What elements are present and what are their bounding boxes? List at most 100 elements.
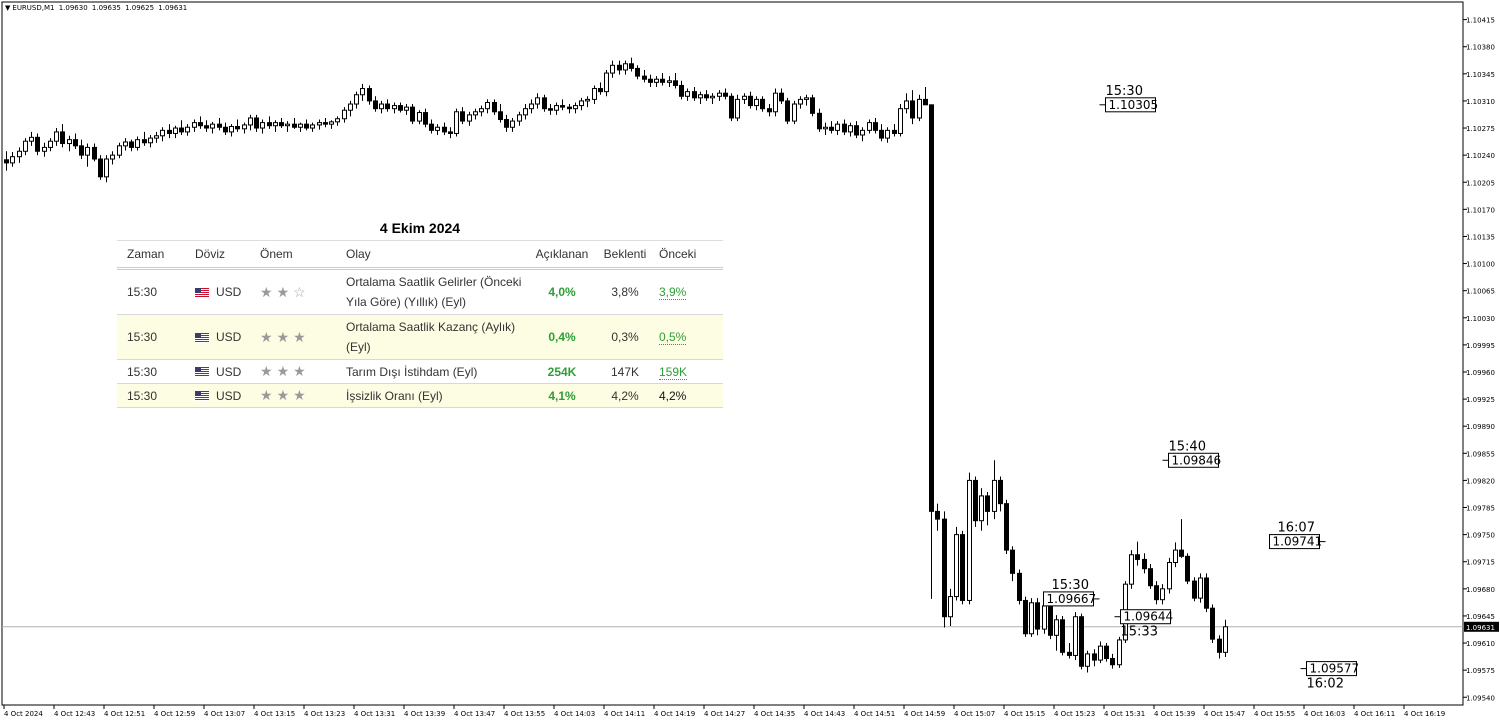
us-flag-icon bbox=[195, 287, 209, 298]
candle bbox=[423, 108, 428, 128]
candle bbox=[310, 122, 315, 132]
event-name[interactable]: Tarım Dışı İstihdam (Eyl) bbox=[346, 364, 478, 379]
candle bbox=[960, 530, 965, 605]
candle bbox=[1129, 550, 1134, 589]
cell-previous: 4,2% bbox=[654, 383, 723, 408]
time-tick-label: 4 Oct 15:55 bbox=[1254, 710, 1295, 718]
calendar-row[interactable]: 15:30 USD ★ ★ ★ Ortalama Saatlik Kazanç (Aylı… bbox=[117, 314, 723, 360]
candle bbox=[198, 116, 203, 129]
event-name[interactable]: İşsizlik Oranı (Eyl) bbox=[346, 388, 443, 403]
calendar-header-row: Zaman Döviz Önem Olay Açıklanan Beklenti… bbox=[117, 240, 723, 270]
candle bbox=[792, 100, 797, 125]
cell-time: 15:30 bbox=[117, 314, 195, 360]
candle bbox=[129, 139, 134, 152]
cell-actual: 4,1% bbox=[528, 383, 596, 408]
time-axis[interactable]: 4 Oct 2024 4 Oct 12:43 4 Oct 12:51 4 Oct 12… bbox=[3, 705, 1445, 718]
candle bbox=[42, 142, 47, 157]
candle bbox=[79, 139, 84, 160]
time-tick-label: 4 Oct 15:15 bbox=[1004, 710, 1045, 718]
star-filled-icon: ★ bbox=[293, 363, 306, 379]
calendar-row[interactable]: 15:30 USD ★ ★ ☆ Ortalama Saatlik Gelirler (Ön… bbox=[117, 268, 723, 315]
candle bbox=[242, 122, 247, 134]
candle bbox=[1135, 541, 1140, 566]
candle bbox=[354, 91, 359, 109]
candle bbox=[460, 107, 465, 125]
candle bbox=[667, 76, 672, 87]
candle bbox=[379, 100, 384, 114]
annotation-price-label: 1.09846 bbox=[1172, 453, 1222, 467]
price-tick-label: 1.10135 bbox=[1466, 233, 1495, 241]
annotation-price-box bbox=[1105, 97, 1156, 113]
candle bbox=[148, 135, 153, 148]
time-tick-label: 4 Oct 14:27 bbox=[704, 710, 745, 718]
candle bbox=[573, 102, 578, 114]
col-importance-header: Önem bbox=[260, 240, 346, 270]
price-axis[interactable]: 1.10415 1.10380 1.10345 1.10310 1.10275 1.102… bbox=[1463, 17, 1499, 703]
candle bbox=[985, 492, 990, 526]
time-tick-label: 4 Oct 14:35 bbox=[754, 710, 795, 718]
event-name[interactable]: Ortalama Saatlik Kazanç (Aylık) (Eyl) bbox=[346, 320, 516, 354]
candle bbox=[973, 476, 978, 527]
time-tick-label: 4 Oct 15:07 bbox=[954, 710, 995, 718]
candle bbox=[435, 124, 440, 136]
col-actual-header: Açıklanan bbox=[528, 240, 596, 270]
time-tick-label: 4 Oct 13:23 bbox=[304, 710, 345, 718]
annotation-time-label: 16:07 bbox=[1278, 521, 1315, 536]
candle bbox=[1060, 615, 1065, 656]
candle bbox=[510, 117, 515, 132]
annotation-time-label: 15:30 bbox=[1106, 84, 1143, 99]
price-tick-label: 1.10415 bbox=[1466, 17, 1495, 25]
calendar-row[interactable]: 15:30 USD ★ ★ ★ İşsizlik Oranı (Eyl) 4,1% 4,2% 4… bbox=[117, 383, 723, 408]
time-tick-label: 4 Oct 14:43 bbox=[804, 710, 845, 718]
time-value: 15:30 bbox=[127, 388, 158, 403]
col-currency-header: Döviz bbox=[195, 240, 260, 270]
candle bbox=[798, 96, 803, 109]
event-name[interactable]: Ortalama Saatlik Gelirler (Önceki Yıla G… bbox=[346, 275, 522, 309]
candle bbox=[785, 97, 790, 125]
dropdown-triangle-icon[interactable]: ▼ bbox=[5, 4, 11, 12]
time-tick-label: 4 Oct 15:31 bbox=[1104, 710, 1145, 718]
annotation-price-box bbox=[1043, 591, 1094, 607]
price-tick-label: 1.09540 bbox=[1466, 694, 1495, 702]
time-value: 15:30 bbox=[127, 330, 158, 344]
candle bbox=[1217, 635, 1222, 659]
candle bbox=[292, 117, 297, 129]
candle bbox=[179, 120, 184, 136]
forecast-value: 147K bbox=[610, 364, 640, 379]
previous-value[interactable]: 3,9% bbox=[659, 285, 687, 300]
price-tick-label: 1.10345 bbox=[1466, 71, 1495, 79]
candle bbox=[1148, 564, 1153, 589]
cell-forecast: 147K bbox=[596, 359, 654, 384]
actual-value: 254K bbox=[547, 364, 577, 379]
previous-value[interactable]: 0,5% bbox=[659, 330, 687, 345]
candle bbox=[935, 503, 940, 531]
currency-code: USD bbox=[216, 330, 242, 344]
candle bbox=[404, 104, 409, 115]
previous-value[interactable]: 159K bbox=[659, 364, 688, 380]
annotation-time-label: 16:02 bbox=[1307, 677, 1344, 692]
cell-importance: ★ ★ ★ bbox=[260, 359, 346, 384]
candle bbox=[385, 99, 390, 112]
cell-importance: ★ ★ ★ bbox=[260, 314, 346, 360]
time-tick-label: 4 Oct 15:39 bbox=[1154, 710, 1195, 718]
price-tick-label: 1.10170 bbox=[1466, 206, 1495, 214]
candle bbox=[267, 116, 272, 129]
calendar-row[interactable]: 15:30 USD ★ ★ ★ Tarım Dışı İstihdam (Eyl) 254K… bbox=[117, 359, 723, 384]
candle bbox=[679, 80, 684, 100]
candle bbox=[335, 116, 340, 126]
candle bbox=[635, 65, 640, 80]
candle bbox=[117, 142, 122, 159]
time-tick-label: 4 Oct 16:19 bbox=[1404, 710, 1445, 718]
candle bbox=[454, 108, 459, 137]
symbol-header: ▼ EURUSD,M1 1.09630 1.09635 1.09625 1.096… bbox=[5, 4, 189, 12]
price-tick-label: 1.10240 bbox=[1466, 152, 1495, 160]
candle bbox=[1035, 598, 1040, 636]
candle bbox=[848, 122, 853, 137]
candle bbox=[835, 121, 840, 136]
candle bbox=[167, 124, 172, 139]
candle bbox=[554, 102, 559, 115]
candle bbox=[773, 88, 778, 117]
candle bbox=[735, 94, 740, 122]
candle bbox=[654, 76, 659, 87]
time-tick-label: 4 Oct 12:43 bbox=[54, 710, 95, 718]
